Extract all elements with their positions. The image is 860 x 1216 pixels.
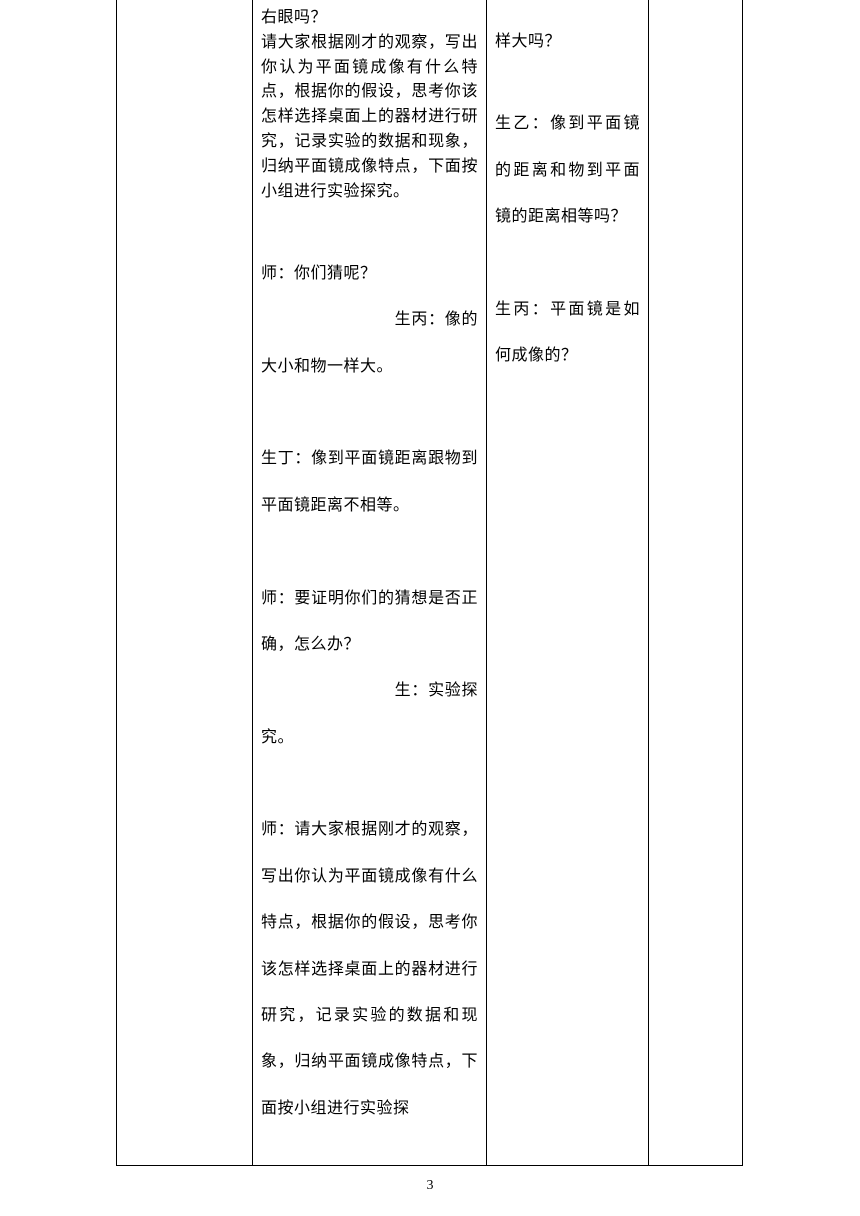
col3-line1: 样大吗？ [495,30,640,55]
table-column-1 [116,0,253,1165]
col3-tight-block: 样大吗？ [495,30,640,55]
col2-loose-block: 师：你们猜呢？ 生丙：像的大小和物一样大。 生丁：像到平面镜距离跟物到平面镜距离… [261,204,478,1132]
lesson-table: 右眼吗？请大家根据刚才的观察，写出你认为平面镜成像有什么特点，根据你的假设，思考… [116,0,743,1166]
document-page: 右眼吗？请大家根据刚才的观察，写出你认为平面镜成像有什么特点，根据你的假设，思考… [116,0,743,1166]
table-column-3: 样大吗？ 生乙：像到平面镜的距离和物到平面镜的距离相等吗？ 生丙：平面镜是如何成… [487,0,649,1165]
table-column-4 [649,0,743,1165]
col2-loose-text: 师：你们猜呢？ 生丙：像的大小和物一样大。 生丁：像到平面镜距离跟物到平面镜距离… [261,204,478,1132]
col2-tight-text: 右眼吗？请大家根据刚才的观察，写出你认为平面镜成像有什么特点，根据你的假设，思考… [261,6,478,204]
page-number: 3 [0,1178,860,1194]
col3-loose-text: 生乙：像到平面镜的距离和物到平面镜的距离相等吗？ 生丙：平面镜是如何成像的？ [495,55,640,380]
table-column-2: 右眼吗？请大家根据刚才的观察，写出你认为平面镜成像有什么特点，根据你的假设，思考… [253,0,487,1165]
col3-loose-block: 生乙：像到平面镜的距离和物到平面镜的距离相等吗？ 生丙：平面镜是如何成像的？ [495,55,640,380]
col2-tight-block: 右眼吗？请大家根据刚才的观察，写出你认为平面镜成像有什么特点，根据你的假设，思考… [261,6,478,204]
